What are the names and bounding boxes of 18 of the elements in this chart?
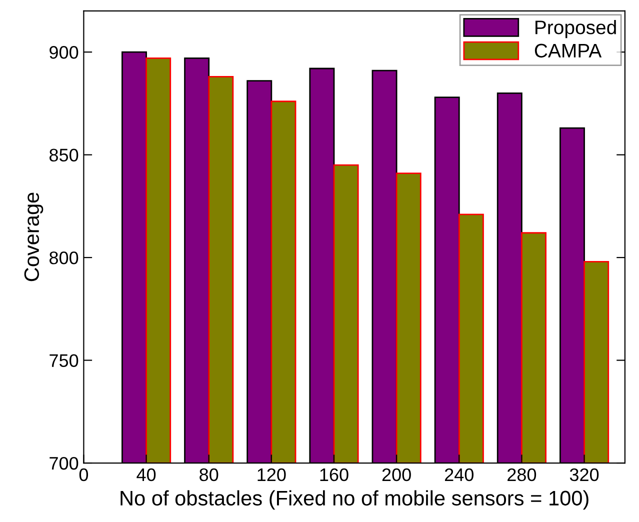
x-tick-label: 280 xyxy=(508,468,536,482)
y-tick-label: 900 xyxy=(50,46,78,59)
y-tick-label: 800 xyxy=(50,251,78,264)
x-tick-label: 200 xyxy=(382,468,411,482)
x-tick-label: 0 xyxy=(79,468,88,482)
x-axis-title: No of obstacles (Fixed no of mobile sensors = 100) xyxy=(120,490,588,510)
x-tick-label: 320 xyxy=(570,468,599,482)
x-tick-label: 80 xyxy=(200,468,218,482)
y-tick-label: 750 xyxy=(50,354,78,367)
x-tick-label: 40 xyxy=(136,468,156,482)
legend-label: Proposed xyxy=(536,20,616,38)
y-tick-label: 850 xyxy=(50,148,78,162)
x-tick-label: 120 xyxy=(258,468,286,482)
y-axis-title: Coverage xyxy=(24,192,44,282)
x-tick-label: 160 xyxy=(320,468,348,482)
y-tick-label: 700 xyxy=(50,456,78,470)
x-tick-label: 240 xyxy=(444,468,474,482)
legend-label: CAMPA xyxy=(534,44,602,58)
